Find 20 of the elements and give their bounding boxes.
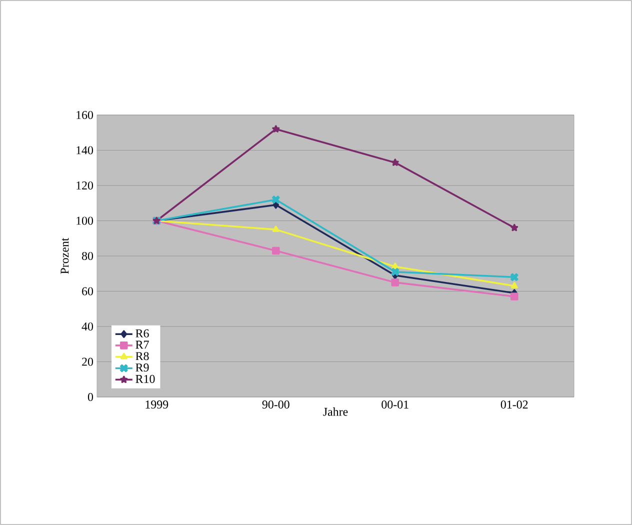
y-tick-label: 40 bbox=[82, 322, 94, 331]
legend-label: R7 bbox=[136, 340, 149, 349]
y-tick-label: 20 bbox=[82, 358, 94, 366]
legend-label: R10 bbox=[136, 374, 155, 383]
y-tick-label: 60 bbox=[82, 287, 94, 296]
y-tick-label: 160 bbox=[76, 110, 94, 120]
x-tick-label: 01-02 bbox=[500, 400, 528, 409]
x-tick-label: 00-01 bbox=[382, 400, 408, 409]
legend-label: R9 bbox=[136, 364, 149, 372]
y-tick-label: 100 bbox=[76, 216, 94, 225]
legend-label: R6 bbox=[136, 329, 149, 338]
x-axis-title: Jahre bbox=[323, 407, 348, 416]
y-tick-label: 0 bbox=[88, 392, 94, 402]
y-tick-label: 80 bbox=[82, 252, 94, 260]
y-axis-title: Prozent bbox=[60, 238, 69, 274]
x-tick-label: 1999 bbox=[146, 400, 168, 409]
x-tick-label: 90-00 bbox=[262, 400, 290, 409]
y-tick-label: 140 bbox=[76, 146, 94, 154]
legend-label: R8 bbox=[136, 352, 149, 360]
y-tick-label: 120 bbox=[76, 181, 94, 190]
